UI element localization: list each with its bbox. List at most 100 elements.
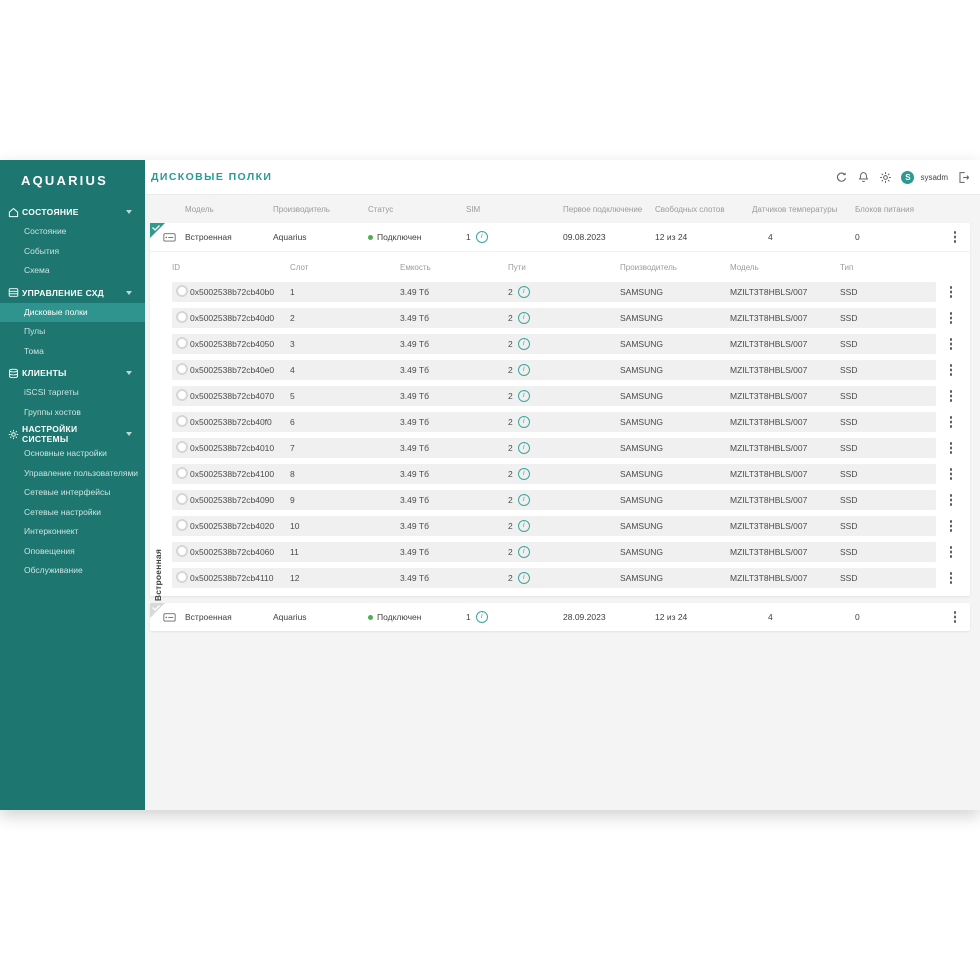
disk-vendor: SAMSUNG [620, 287, 663, 297]
sidebar-item[interactable]: Интерконнект [24, 526, 79, 536]
col-slot: Слот [290, 262, 309, 272]
info-icon[interactable] [517, 416, 530, 428]
disk-circle-icon [172, 415, 190, 429]
kebab-menu-icon[interactable] [950, 442, 953, 454]
sidebar-item[interactable]: iSCSI таргеты [24, 387, 79, 397]
kebab-menu-icon[interactable] [950, 312, 953, 324]
aquarius-logo: AQUARIUS [21, 173, 108, 188]
info-icon[interactable] [475, 231, 488, 243]
info-icon[interactable] [517, 520, 530, 532]
sidebar-group-clients: iSCSI таргеты Группы хостов [0, 383, 145, 422]
sidebar-item[interactable]: Основные настройки [24, 448, 107, 458]
info-icon[interactable] [517, 546, 530, 558]
disk-row[interactable]: 0x5002538b72cb40f0 6 3.49 Тб 2 SAMSUNG M… [150, 412, 970, 432]
sidebar-item[interactable]: Обслуживание [24, 565, 83, 575]
disk-capacity: 3.49 Тб [400, 469, 429, 479]
user-avatar[interactable]: S [901, 170, 915, 184]
kebab-menu-icon[interactable] [950, 494, 953, 506]
sidebar-item[interactable]: Состояние [24, 226, 67, 236]
kebab-menu-icon[interactable] [950, 286, 953, 298]
disk-row[interactable]: 0x5002538b72cb4110 12 3.49 Тб 2 SAMSUNG … [150, 568, 970, 588]
kebab-menu-icon[interactable] [950, 546, 953, 558]
home-icon [8, 207, 19, 218]
shelf-table-header: Модель Производитель Статус SIM Первое п… [150, 195, 970, 223]
disk-row[interactable]: 0x5002538b72cb4090 9 3.49 Тб 2 SAMSUNG M… [150, 490, 970, 510]
disk-vendor: SAMSUNG [620, 547, 663, 557]
disk-vendor: SAMSUNG [620, 313, 663, 323]
info-icon[interactable] [517, 390, 530, 402]
disk-circle-icon [172, 467, 190, 481]
info-icon[interactable] [517, 286, 530, 298]
disk-paths: 2 [508, 364, 620, 376]
disk-type: SSD [840, 339, 858, 349]
sidebar-section-storage[interactable]: УПРАВЛЕНИЕ СХД [0, 283, 145, 303]
disk-circle-icon [172, 389, 190, 403]
refresh-icon[interactable] [835, 171, 848, 184]
disk-row[interactable]: 0x5002538b72cb40b0 1 3.49 Тб 2 SAMSUNG M… [150, 282, 970, 302]
info-icon[interactable] [475, 611, 488, 623]
sidebar-item[interactable]: Группы хостов [24, 406, 81, 417]
sidebar-section-state[interactable]: СОСТОЯНИЕ [0, 202, 145, 222]
col-temp-sensors: Датчиков температуры [752, 204, 838, 214]
sidebar-item[interactable]: Дисковые полки [0, 302, 145, 322]
info-icon[interactable] [517, 338, 530, 350]
disk-slot: 9 [290, 495, 295, 505]
disk-paths: 2 [508, 286, 620, 298]
shelf-temp-sensors: 4 [768, 232, 773, 242]
sidebar-item[interactable]: Сетевые интерфейсы [24, 487, 111, 497]
kebab-menu-icon[interactable] [950, 338, 953, 350]
disk-type: SSD [840, 573, 858, 583]
sidebar-item[interactable]: События [24, 245, 60, 256]
sidebar-item[interactable]: Пулы [24, 326, 46, 336]
disk-capacity: 3.49 Тб [400, 287, 429, 297]
info-icon[interactable] [517, 468, 530, 480]
sidebar-section-clients[interactable]: КЛИЕНТЫ [0, 363, 145, 383]
disk-row[interactable]: 0x5002538b72cb4050 3 3.49 Тб 2 SAMSUNG M… [150, 334, 970, 354]
disk-row[interactable]: 0x5002538b72cb4070 5 3.49 Тб 2 SAMSUNG M… [150, 386, 970, 406]
sidebar-item[interactable]: Управление пользователями [24, 467, 139, 478]
sidebar-item[interactable]: Оповещения [24, 545, 75, 556]
shelf-model: Встроенная [185, 232, 232, 242]
col-status: Статус [368, 204, 394, 214]
disk-row[interactable]: 0x5002538b72cb4020 10 3.49 Тб 2 SAMSUNG … [150, 516, 970, 536]
disk-row[interactable]: 0x5002538b72cb40e0 4 3.49 Тб 2 SAMSUNG M… [150, 360, 970, 380]
sidebar-item[interactable]: Сетевые настройки [24, 506, 102, 517]
disk-row[interactable]: 0x5002538b72cb4100 8 3.49 Тб 2 SAMSUNG M… [150, 464, 970, 484]
app-window: AQUARIUS СОСТОЯНИЕ Состояние События Схема… [0, 160, 980, 810]
kebab-menu-icon[interactable] [950, 468, 953, 480]
kebab-menu-icon[interactable] [954, 611, 957, 623]
content: Модель Производитель Статус SIM Первое п… [145, 195, 980, 810]
disk-row[interactable]: 0x5002538b72cb4010 7 3.49 Тб 2 SAMSUNG M… [150, 438, 970, 458]
info-icon[interactable] [517, 572, 530, 584]
bell-icon[interactable] [857, 171, 870, 184]
disk-id: 0x5002538b72cb4060 [190, 547, 275, 557]
disk-type: SSD [840, 469, 858, 479]
kebab-menu-icon[interactable] [950, 416, 953, 428]
disk-type: SSD [840, 287, 858, 297]
disk-row[interactable]: 0x5002538b72cb40d0 2 3.49 Тб 2 SAMSUNG M… [150, 308, 970, 328]
kebab-menu-icon[interactable] [950, 572, 953, 584]
info-icon[interactable] [517, 312, 530, 324]
disk-row[interactable]: 0x5002538b72cb4060 11 3.49 Тб 2 SAMSUNG … [150, 542, 970, 562]
disk-type: SSD [840, 313, 858, 323]
logout-icon[interactable] [957, 171, 970, 184]
settings-gear-icon[interactable] [879, 171, 892, 184]
info-icon[interactable] [517, 442, 530, 454]
kebab-menu-icon[interactable] [950, 390, 953, 402]
sidebar-section-settings[interactable]: НАСТРОЙКИ СИСТЕМЫ [0, 424, 145, 444]
kebab-menu-icon[interactable] [954, 231, 957, 243]
storage-shelves-icon [8, 287, 19, 298]
shelf-row[interactable]: Встроенная Aquarius Подключен 1 28.09.20… [150, 603, 970, 631]
disk-type: SSD [840, 391, 858, 401]
shelf-row[interactable]: Встроенная Aquarius Подключен 1 09.08.20… [150, 223, 970, 252]
sidebar-section-label: НАСТРОЙКИ СИСТЕМЫ [22, 424, 78, 444]
disk-vendor: SAMSUNG [620, 417, 663, 427]
info-icon[interactable] [517, 494, 530, 506]
info-icon[interactable] [517, 364, 530, 376]
sidebar-item[interactable]: Тома [24, 345, 44, 356]
sidebar-item[interactable]: Схема [24, 265, 50, 275]
kebab-menu-icon[interactable] [950, 520, 953, 532]
disk-model: MZILT3T8HBLS/007 [730, 287, 808, 297]
kebab-menu-icon[interactable] [950, 364, 953, 376]
